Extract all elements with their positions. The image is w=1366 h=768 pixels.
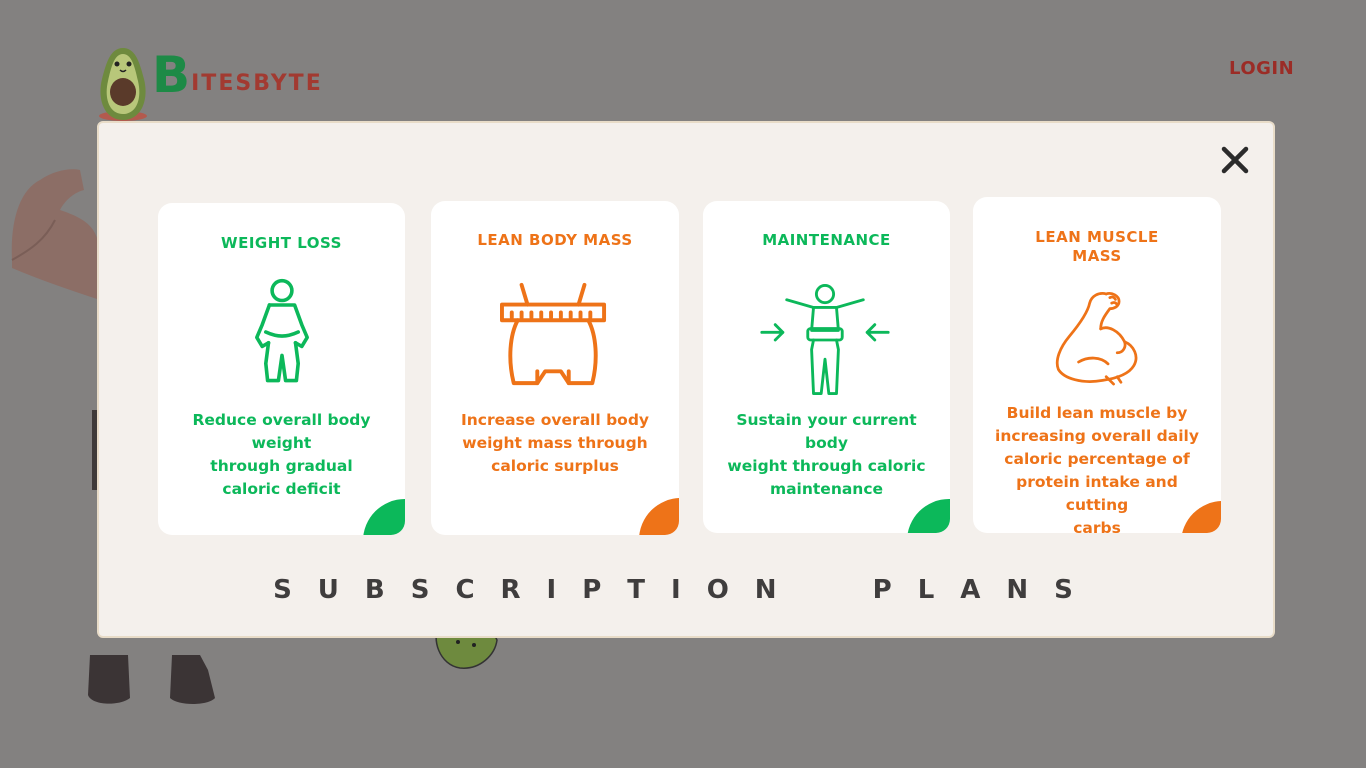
body-balance-icon — [760, 284, 890, 396]
avocado-logo-icon — [99, 48, 147, 121]
desc-line: weight through caloric — [727, 457, 926, 475]
flexed-bicep-icon — [1055, 292, 1138, 386]
corner-accent — [363, 499, 405, 535]
desc-line: caloric deficit — [222, 480, 341, 498]
desc-line: protein intake and cutting — [1016, 473, 1178, 514]
plan-title: LEAN BODY MASS — [477, 231, 633, 249]
desc-line: caloric surplus — [491, 457, 619, 475]
plan-title: LEAN MUSCLE MASS — [973, 228, 1221, 266]
brand-rest: ITESBYTE — [191, 71, 323, 96]
plan-title: WEIGHT LOSS — [221, 234, 342, 252]
plan-description: Reduce overall body weight through gradu… — [168, 409, 395, 501]
desc-line: weight mass through — [462, 434, 648, 452]
corner-accent — [639, 498, 679, 535]
title-line: MASS — [1072, 247, 1122, 265]
weight-loss-icon — [255, 278, 309, 383]
plan-title: MAINTENANCE — [762, 231, 891, 249]
plan-description: Increase overall body weight mass throug… — [441, 409, 669, 478]
brand-name[interactable]: BITESBYTE — [152, 50, 323, 100]
desc-line: Build lean muscle by — [1006, 404, 1188, 422]
title-line: LEAN MUSCLE — [1035, 228, 1159, 246]
desc-line: carbs — [1073, 519, 1121, 533]
desc-line: Sustain your current body — [736, 411, 917, 452]
desc-line: increasing overall daily — [995, 427, 1199, 445]
close-icon[interactable] — [1218, 143, 1252, 177]
desc-line: Reduce overall body — [192, 411, 371, 429]
plan-description: Build lean muscle by increasing overall … — [983, 402, 1211, 533]
brand-initial: B — [152, 46, 192, 104]
desc-line: caloric percentage of — [1004, 450, 1190, 468]
subscription-plans-modal: WEIGHT LOSS Reduce overall body weight t… — [97, 121, 1275, 638]
desc-line: through gradual — [210, 457, 353, 475]
plan-card-lean-muscle-mass[interactable]: LEAN MUSCLE MASS Build lean muscle by in… — [973, 197, 1221, 533]
desc-line: maintenance — [769, 480, 884, 498]
login-link[interactable]: LOGIN — [1229, 58, 1295, 79]
desc-line: Increase overall body — [460, 411, 650, 429]
plan-card-maintenance[interactable]: MAINTENANCE Sustain your current body we… — [703, 201, 950, 533]
desc-line: weight — [251, 434, 312, 452]
plan-card-lean-body-mass[interactable]: LEAN BODY MASS Increase overall body wei… — [431, 201, 679, 535]
waist-measure-icon — [500, 282, 607, 386]
corner-accent — [907, 499, 950, 533]
plan-description: Sustain your current body weight through… — [713, 409, 940, 501]
modal-title: SUBSCRIPTION PLANS — [273, 575, 1099, 605]
plan-card-weight-loss[interactable]: WEIGHT LOSS Reduce overall body weight t… — [158, 203, 405, 535]
